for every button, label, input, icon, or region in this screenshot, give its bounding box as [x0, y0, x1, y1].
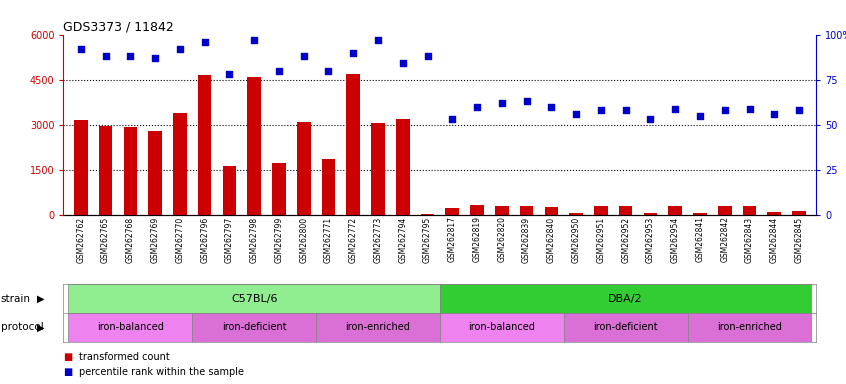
Text: protocol: protocol	[1, 322, 44, 333]
Bar	[99, 126, 113, 215]
Point	[545, 104, 558, 110]
Bar	[74, 120, 88, 215]
Bar	[247, 77, 261, 215]
Point	[173, 46, 187, 52]
Point	[297, 53, 310, 59]
Bar	[668, 206, 682, 215]
Text: iron-balanced: iron-balanced	[97, 322, 164, 333]
Bar	[718, 206, 732, 215]
Point	[793, 107, 806, 113]
Bar	[440, 284, 811, 313]
Bar	[569, 213, 583, 215]
Bar	[198, 75, 212, 215]
Point	[420, 53, 434, 59]
Bar	[693, 213, 706, 215]
Point	[767, 111, 781, 117]
Point	[148, 55, 162, 61]
Point	[743, 106, 756, 112]
Bar	[346, 74, 360, 215]
Bar	[519, 206, 534, 215]
Text: ■: ■	[63, 367, 73, 377]
Point	[644, 116, 657, 122]
Point	[272, 68, 286, 74]
Bar	[321, 159, 335, 215]
Bar	[743, 206, 756, 215]
Point	[594, 107, 607, 113]
Point	[371, 37, 385, 43]
Point	[198, 39, 212, 45]
Bar	[619, 206, 633, 215]
Bar	[272, 163, 286, 215]
Point	[222, 71, 236, 77]
Point	[99, 53, 113, 59]
Point	[495, 100, 508, 106]
Point	[470, 104, 484, 110]
Text: iron-enriched: iron-enriched	[717, 322, 782, 333]
Bar	[446, 207, 459, 215]
Bar	[644, 213, 657, 215]
Point	[347, 50, 360, 56]
Bar	[148, 131, 162, 215]
Text: DBA/2: DBA/2	[608, 293, 643, 304]
Point	[74, 46, 87, 52]
Text: ▶: ▶	[37, 322, 44, 333]
Point	[396, 60, 409, 66]
Text: iron-deficient: iron-deficient	[593, 322, 658, 333]
Bar	[222, 166, 236, 215]
Bar	[545, 207, 558, 215]
Text: iron-enriched: iron-enriched	[345, 322, 410, 333]
Bar	[69, 284, 440, 313]
Bar	[420, 214, 434, 215]
Text: transformed count: transformed count	[79, 352, 169, 362]
Bar	[371, 123, 385, 215]
Text: iron-deficient: iron-deficient	[222, 322, 287, 333]
Point	[693, 113, 706, 119]
Text: percentile rank within the sample: percentile rank within the sample	[79, 367, 244, 377]
Point	[519, 98, 533, 104]
Point	[569, 111, 583, 117]
Point	[718, 107, 732, 113]
Text: ■: ■	[63, 352, 73, 362]
Text: GDS3373 / 11842: GDS3373 / 11842	[63, 20, 174, 33]
Bar	[297, 122, 310, 215]
Bar	[470, 205, 484, 215]
Bar	[563, 313, 688, 342]
Bar	[316, 313, 440, 342]
Bar	[440, 313, 563, 342]
Bar	[173, 113, 187, 215]
Text: C57BL/6: C57BL/6	[231, 293, 277, 304]
Bar	[767, 212, 781, 215]
Bar	[792, 211, 806, 215]
Point	[247, 37, 261, 43]
Text: strain: strain	[1, 293, 30, 304]
Bar	[69, 313, 192, 342]
Point	[668, 106, 682, 112]
Bar	[192, 313, 316, 342]
Bar	[495, 206, 508, 215]
Text: ▶: ▶	[37, 293, 44, 304]
Point	[446, 116, 459, 122]
Bar	[594, 206, 607, 215]
Point	[619, 107, 633, 113]
Point	[124, 53, 137, 59]
Bar	[124, 127, 137, 215]
Bar	[396, 119, 409, 215]
Point	[321, 68, 335, 74]
Text: iron-balanced: iron-balanced	[469, 322, 536, 333]
Bar	[688, 313, 811, 342]
